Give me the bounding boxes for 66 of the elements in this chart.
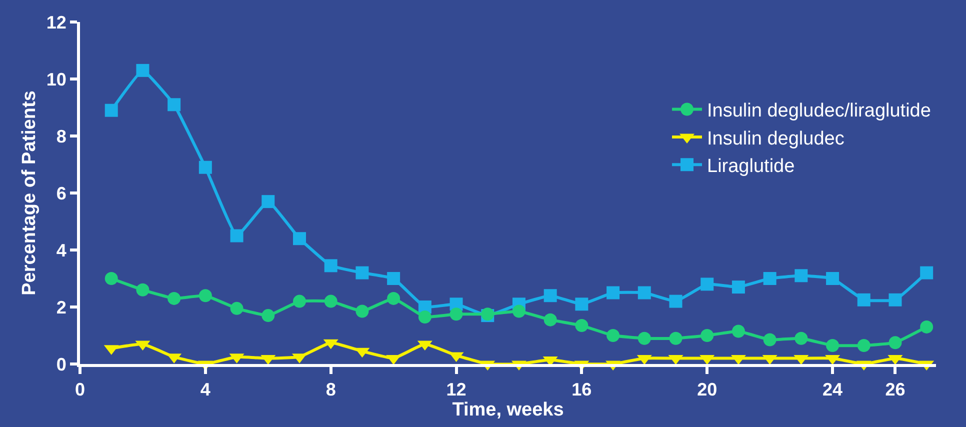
point — [450, 308, 463, 321]
point — [857, 293, 870, 306]
x-tick-label: 4 — [200, 380, 210, 400]
point — [230, 302, 244, 315]
point — [104, 272, 118, 285]
point — [638, 286, 651, 300]
y-tick-label: 10 — [46, 69, 66, 90]
legend-label: Insulin degludec/liraglutide — [707, 100, 931, 122]
y-tick-label: 12 — [46, 12, 66, 32]
point — [262, 195, 275, 208]
point — [418, 310, 432, 324]
point — [732, 324, 745, 338]
x-tick-label: 20 — [697, 380, 718, 400]
point — [606, 286, 620, 300]
x-tick-label: 24 — [822, 380, 843, 400]
point — [732, 280, 745, 294]
x-tick-label: 26 — [885, 380, 906, 400]
point — [700, 329, 714, 342]
point — [262, 309, 275, 322]
point — [324, 259, 338, 272]
y-tick-label: 2 — [56, 297, 66, 318]
x-tick-label: 0 — [74, 380, 86, 400]
point — [857, 338, 870, 352]
point — [512, 304, 526, 318]
legend-label: Liraglutide — [707, 156, 795, 178]
point — [888, 293, 902, 306]
y-tick-label: 6 — [56, 183, 66, 204]
x-tick-label: 8 — [326, 380, 336, 400]
point — [669, 332, 682, 345]
point — [544, 289, 557, 302]
point — [794, 332, 808, 345]
point — [826, 338, 840, 352]
point — [575, 319, 588, 332]
y-tick-label: 4 — [56, 240, 66, 260]
point — [356, 266, 369, 280]
point — [168, 292, 181, 305]
point — [763, 333, 776, 346]
y-axis-title: Percentage of Patients — [19, 90, 40, 296]
x-tick-label: 12 — [446, 380, 466, 400]
point — [356, 304, 369, 318]
point — [888, 336, 902, 350]
point — [763, 272, 776, 285]
point — [136, 283, 150, 296]
point — [198, 289, 212, 302]
point — [826, 272, 840, 285]
point — [544, 313, 557, 326]
x-tick-label: 16 — [572, 380, 592, 400]
point — [669, 294, 682, 308]
point — [324, 294, 338, 308]
point — [230, 229, 244, 242]
point — [198, 160, 212, 174]
point — [920, 266, 934, 280]
point — [387, 292, 400, 305]
y-tick-label: 0 — [56, 354, 66, 374]
legend-label: Insulin degludec — [707, 128, 844, 150]
y-tick-label: 8 — [56, 126, 66, 146]
point — [292, 232, 306, 246]
point — [575, 298, 588, 311]
point — [700, 278, 714, 291]
point — [387, 272, 400, 285]
point — [638, 332, 651, 345]
point — [292, 294, 306, 308]
point — [606, 329, 620, 342]
point — [920, 320, 934, 334]
x-axis-title: Time, weeks — [452, 400, 564, 421]
point — [794, 269, 808, 282]
